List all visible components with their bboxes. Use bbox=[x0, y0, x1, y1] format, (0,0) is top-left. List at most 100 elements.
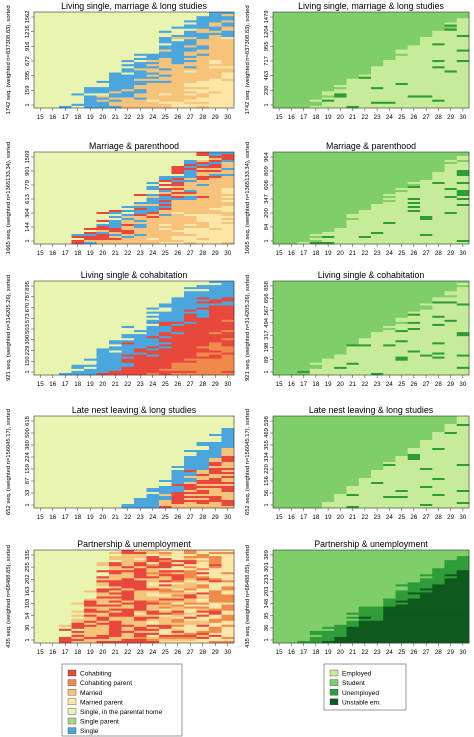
x-tick-label: 19 bbox=[325, 114, 332, 121]
sequence-cell bbox=[209, 478, 222, 481]
sequence-cell bbox=[109, 564, 122, 567]
x-tick-label: 20 bbox=[337, 114, 344, 121]
x-tick-label: 28 bbox=[199, 514, 206, 521]
sequence-cell bbox=[456, 490, 470, 493]
sequence-cell bbox=[432, 590, 470, 593]
sequence-cell bbox=[184, 588, 197, 591]
sequence-cell bbox=[273, 154, 470, 157]
sequence-cell bbox=[420, 321, 470, 325]
sequence-cell bbox=[171, 192, 197, 195]
sequence-cell bbox=[146, 586, 160, 589]
sequence-cell bbox=[273, 232, 323, 235]
sequence-cell bbox=[34, 594, 97, 597]
sequence-cell bbox=[196, 580, 210, 583]
x-tick-label: 21 bbox=[349, 114, 356, 121]
x-tick-label: 27 bbox=[187, 381, 194, 388]
sequence-cell bbox=[346, 490, 396, 493]
sequence-cell bbox=[420, 350, 470, 353]
sequence-cell bbox=[159, 228, 172, 231]
sequence-cell bbox=[96, 230, 110, 233]
sequence-cell bbox=[134, 604, 147, 607]
sequence-cell bbox=[34, 416, 235, 419]
sequence-cell bbox=[184, 162, 197, 165]
sequence-cell bbox=[358, 610, 384, 613]
x-tick-label: 21 bbox=[112, 381, 119, 388]
x-tick-label: 25 bbox=[398, 250, 405, 257]
sequence-cell bbox=[221, 24, 235, 27]
sequence-cell bbox=[34, 234, 72, 237]
sequence-cell bbox=[34, 614, 72, 618]
sequence-cell bbox=[273, 494, 335, 497]
y-axis-label: 435 seq. (weighted n=68488.85), sorted bbox=[245, 545, 251, 648]
sequence-cell bbox=[34, 218, 122, 221]
sequence-cell bbox=[159, 606, 172, 609]
sequence-cell bbox=[34, 574, 110, 577]
sequence-cell bbox=[34, 301, 172, 304]
y-tick-label: 895 bbox=[25, 281, 31, 291]
sequence-cell bbox=[273, 22, 445, 25]
sequence-cell bbox=[209, 458, 222, 461]
sequence-cell bbox=[184, 476, 222, 479]
sequence-cell bbox=[184, 313, 197, 317]
sequence-cell bbox=[395, 456, 409, 459]
sequence-cell bbox=[146, 214, 160, 217]
y-tick-label: 395 bbox=[25, 71, 31, 81]
x-tick-label: 29 bbox=[212, 514, 219, 521]
sequence-cell bbox=[184, 604, 222, 607]
sequence-cell bbox=[444, 560, 470, 563]
sequence-cell bbox=[146, 488, 185, 491]
sequence-cell bbox=[146, 182, 160, 185]
sequence-cell bbox=[221, 450, 235, 453]
sequence-cell bbox=[159, 37, 172, 40]
sequence-cell bbox=[221, 620, 235, 624]
sequence-cell bbox=[432, 216, 470, 219]
sequence-cell bbox=[184, 628, 210, 632]
sequence-cell bbox=[96, 362, 135, 366]
sequence-cell bbox=[171, 606, 185, 609]
sequence-cell bbox=[121, 91, 147, 94]
sequence-cell bbox=[159, 494, 172, 497]
sequence-cell bbox=[34, 192, 160, 195]
sequence-cell bbox=[395, 490, 409, 493]
sequence-cell bbox=[273, 634, 323, 638]
sequence-cell bbox=[273, 560, 445, 563]
sequence-cell bbox=[395, 604, 470, 607]
sequence-cell bbox=[444, 291, 470, 294]
sequence-cell bbox=[209, 580, 222, 583]
sequence-cell bbox=[159, 550, 185, 553]
plot-frame bbox=[272, 549, 470, 644]
sequence-cell bbox=[221, 580, 235, 583]
sequence-cell bbox=[273, 424, 445, 427]
sequence-cell bbox=[273, 313, 409, 317]
sequence-cell bbox=[456, 198, 470, 201]
sequence-cell bbox=[171, 558, 185, 561]
sequence-cell bbox=[34, 330, 135, 333]
sequence-cell bbox=[420, 309, 470, 312]
sequence-cell bbox=[456, 194, 470, 197]
sequence-cell bbox=[34, 372, 60, 376]
sequence-cell bbox=[309, 630, 347, 634]
sequence-cell bbox=[146, 70, 185, 73]
sequence-cell bbox=[34, 178, 160, 181]
x-tick-label: 17 bbox=[300, 114, 307, 121]
y-tick-label: 33 bbox=[25, 490, 31, 496]
sequence-cell bbox=[34, 224, 97, 227]
sequence-cell bbox=[134, 194, 147, 197]
sequence-cell bbox=[121, 236, 135, 239]
sequence-cell bbox=[395, 82, 409, 86]
sequence-cell bbox=[34, 78, 110, 82]
sequence-cell bbox=[209, 47, 235, 50]
sequence-cell bbox=[273, 82, 347, 86]
panel-title: Marriage & parenthood bbox=[89, 141, 179, 151]
sequence-cell bbox=[121, 598, 135, 601]
sequence-cell bbox=[134, 60, 147, 63]
y-tick-label: 355 bbox=[264, 440, 270, 450]
sequence-cell bbox=[444, 580, 470, 583]
sequence-cell bbox=[184, 62, 210, 65]
sequence-cell bbox=[146, 570, 160, 573]
sequence-cell bbox=[34, 80, 97, 84]
sequence-cell bbox=[273, 348, 347, 351]
sequence-cell bbox=[109, 234, 122, 237]
sequence-cell bbox=[109, 346, 147, 349]
x-tick-label: 18 bbox=[312, 250, 319, 257]
